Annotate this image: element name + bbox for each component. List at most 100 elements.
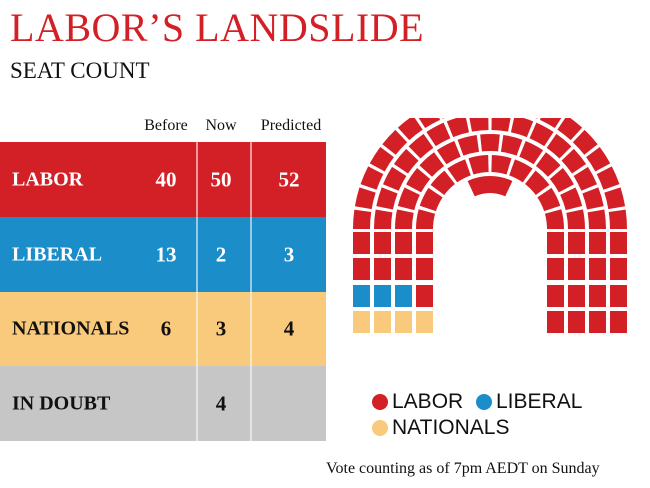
table-row: LABOR 40 50 52 xyxy=(0,142,326,217)
seat xyxy=(568,232,585,254)
legend-label-labor: LABOR xyxy=(392,390,464,413)
table-row: NATIONALS 6 3 4 xyxy=(0,292,326,366)
column-divider xyxy=(250,142,252,217)
seat xyxy=(557,118,583,141)
seat xyxy=(353,209,372,229)
column-divider xyxy=(196,366,198,441)
column-divider xyxy=(196,292,198,366)
seat xyxy=(549,168,574,193)
seat xyxy=(395,311,412,333)
liberal-legend-swatch xyxy=(476,394,492,410)
cell-value-before: 13 xyxy=(155,242,177,266)
cell-value-now: 3 xyxy=(215,316,227,341)
seat xyxy=(509,159,533,183)
seat xyxy=(589,311,606,333)
seat xyxy=(360,166,384,190)
seat xyxy=(395,258,412,280)
seat xyxy=(397,187,420,211)
seat xyxy=(374,232,391,254)
seat xyxy=(560,187,583,211)
seat xyxy=(537,187,561,212)
seat xyxy=(539,118,562,129)
column-header-before: Before xyxy=(144,117,188,134)
seat xyxy=(416,232,433,254)
seat xyxy=(610,311,627,333)
seat xyxy=(416,311,433,333)
cell-value-now: 50 xyxy=(210,167,232,191)
seat xyxy=(568,311,585,333)
seat xyxy=(419,152,445,177)
seat xyxy=(436,140,461,165)
column-header-now: Now xyxy=(205,117,237,134)
column-header-predicted: Predicted xyxy=(260,117,322,134)
seat xyxy=(529,122,554,147)
column-divider xyxy=(250,217,252,292)
seat xyxy=(468,155,489,175)
seat xyxy=(397,118,423,141)
seat xyxy=(406,168,431,193)
seat xyxy=(480,133,500,152)
seat xyxy=(544,209,564,229)
seat xyxy=(369,146,394,172)
seat xyxy=(393,148,419,174)
seat xyxy=(353,311,370,333)
seat xyxy=(610,232,627,254)
seat xyxy=(510,118,534,138)
seat xyxy=(418,118,441,129)
seat xyxy=(568,258,585,280)
cell-value-predicted: 3 xyxy=(283,242,295,266)
seat xyxy=(416,285,433,307)
column-divider xyxy=(196,217,198,292)
seat xyxy=(566,209,585,229)
seat xyxy=(416,209,436,229)
table-row: IN DOUBT 4 xyxy=(0,366,326,441)
seat xyxy=(547,285,564,307)
labor-legend-swatch xyxy=(372,394,388,410)
legend-item-liberal: LIBERAL xyxy=(476,390,582,414)
seat xyxy=(491,155,512,175)
row-label: LABOR xyxy=(12,168,84,190)
seat xyxy=(354,187,376,210)
seat xyxy=(374,311,391,333)
seat xyxy=(416,258,433,280)
row-label: LIBERAL xyxy=(12,243,103,265)
legend-label-liberal: LIBERAL xyxy=(496,390,583,413)
seat xyxy=(408,133,434,159)
seat xyxy=(500,134,523,156)
seat xyxy=(546,133,572,159)
seat xyxy=(447,159,471,183)
seat xyxy=(582,187,604,210)
seat xyxy=(353,232,370,254)
chart-title: LABOR’S LANDSLIDE xyxy=(10,5,425,50)
cell-value-before: 40 xyxy=(155,167,177,191)
cell-value-before: 6 xyxy=(160,316,172,341)
row-label: NATIONALS xyxy=(12,317,130,340)
seat xyxy=(589,285,606,307)
legend-item-nationals: NATIONALS xyxy=(372,416,509,440)
seat xyxy=(353,285,370,307)
seat xyxy=(587,209,606,229)
seat xyxy=(430,170,455,196)
seat xyxy=(547,258,564,280)
cell-value-predicted: 52 xyxy=(278,167,300,191)
seat xyxy=(426,122,451,147)
table-row: LIBERAL 13 2 3 xyxy=(0,217,326,292)
seat xyxy=(608,209,627,229)
seat xyxy=(535,118,538,119)
cell-value-predicted: 4 xyxy=(283,316,295,341)
chart-subtitle: SEAT COUNT xyxy=(10,58,150,83)
seat xyxy=(561,148,587,174)
cell-value-now: 4 xyxy=(215,391,227,415)
seat xyxy=(589,232,606,254)
seat xyxy=(586,146,611,172)
column-divider xyxy=(196,142,198,217)
seat xyxy=(573,166,597,191)
seat xyxy=(353,258,370,280)
seat xyxy=(374,258,391,280)
seat xyxy=(469,118,489,132)
seat xyxy=(547,311,564,333)
seat xyxy=(519,140,544,165)
seat xyxy=(535,152,561,177)
parliament-chart xyxy=(353,118,627,333)
footnote: Vote counting as of 7pm AEDT on Sunday xyxy=(326,460,600,477)
